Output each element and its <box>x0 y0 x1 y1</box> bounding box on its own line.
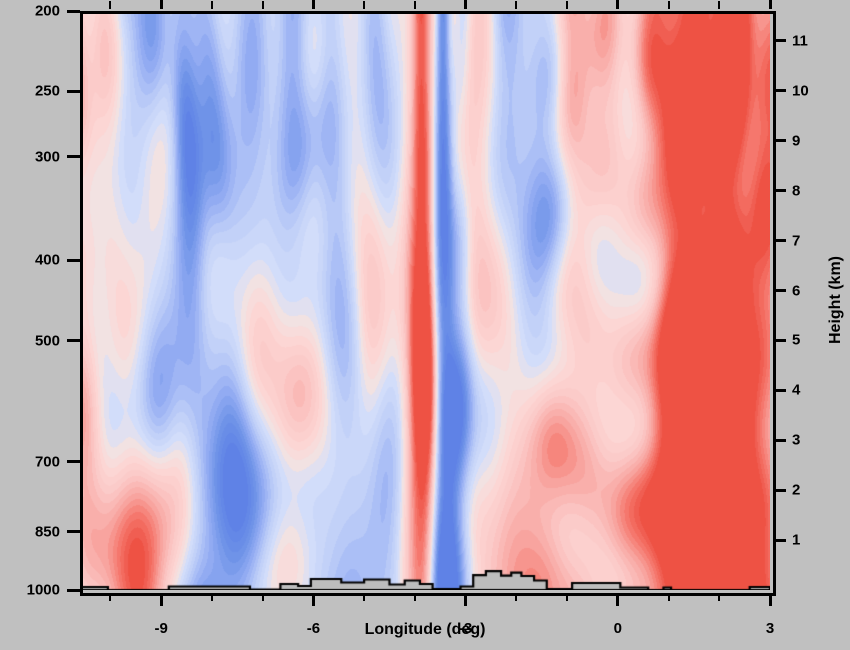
bottom-minor-tick-mark <box>667 593 670 601</box>
top-tick-mark <box>261 1 264 9</box>
top-tick-mark <box>768 0 772 9</box>
right-tick-label: 8 <box>792 182 801 200</box>
right-tick-label: 10 <box>792 82 809 100</box>
bottom-major-tick-mark <box>616 593 620 606</box>
left-tick-mark <box>67 89 80 93</box>
left-tick-label: 500 <box>34 332 60 350</box>
bottom-tick-label: 3 <box>765 620 775 637</box>
top-tick-mark <box>667 1 670 9</box>
right-tick-mark <box>773 388 786 392</box>
bottom-tick-label: -6 <box>306 620 321 637</box>
right-tick-label: 7 <box>792 232 801 250</box>
top-tick-mark <box>210 1 213 9</box>
plot-area <box>80 11 770 590</box>
bottom-minor-tick-mark <box>109 593 112 601</box>
right-tick-label: 1 <box>792 531 801 549</box>
bottom-minor-tick-mark <box>363 593 366 601</box>
bottom-major-tick-mark <box>311 593 315 606</box>
right-tick-label: 5 <box>792 331 801 349</box>
left-tick-mark <box>67 9 80 13</box>
right-tick-label: 4 <box>792 381 801 399</box>
right-tick-mark <box>773 239 786 243</box>
left-tick-mark <box>67 258 80 262</box>
top-tick-mark <box>566 1 569 9</box>
right-tick-label: 2 <box>792 481 801 499</box>
top-tick-mark <box>413 1 416 9</box>
left-tick-label: 700 <box>34 453 60 471</box>
top-tick-mark <box>616 0 620 9</box>
bottom-major-tick-mark <box>159 593 163 606</box>
left-tick-mark <box>67 588 80 592</box>
bottom-major-tick-mark <box>768 593 772 606</box>
left-tick-label: 850 <box>34 523 60 541</box>
bottom-minor-tick-mark <box>210 593 213 601</box>
right-tick-mark <box>773 538 786 542</box>
left-tick-label: 200 <box>34 2 60 20</box>
bottom-tick-label: -9 <box>154 620 168 637</box>
right-tick-mark <box>773 189 786 193</box>
top-tick-mark <box>311 0 315 9</box>
right-tick-label: 11 <box>792 32 808 50</box>
bottom-major-tick-mark <box>464 593 468 606</box>
bottom-axis-title: Longitude (deg) <box>364 621 486 638</box>
top-tick-mark <box>159 0 163 9</box>
left-tick-label: 1000 <box>26 581 60 599</box>
right-tick-mark <box>773 488 786 492</box>
right-tick-label: 6 <box>792 282 801 300</box>
bottom-minor-tick-mark <box>261 593 264 601</box>
bottom-minor-tick-mark <box>566 593 569 601</box>
top-tick-mark <box>718 1 721 9</box>
bottom-minor-tick-mark <box>718 593 721 601</box>
bottom-tick-label: -3 <box>458 620 473 637</box>
bottom-minor-tick-mark <box>413 593 416 601</box>
top-tick-mark <box>363 1 366 9</box>
left-tick-label: 300 <box>34 148 60 166</box>
right-tick-mark <box>773 89 786 93</box>
right-axis-title: Height (km) <box>827 256 844 344</box>
right-tick-label: 9 <box>792 132 801 150</box>
right-tick-mark <box>773 438 786 442</box>
right-tick-mark <box>773 39 786 43</box>
left-tick-label: 250 <box>34 82 60 100</box>
right-tick-mark <box>773 338 786 342</box>
right-tick-label: 3 <box>792 431 801 449</box>
top-tick-mark <box>464 0 468 9</box>
bottom-tick-label: 0 <box>613 620 622 637</box>
left-tick-mark <box>67 460 80 464</box>
left-tick-mark <box>67 339 80 343</box>
terrain-silhouette-canvas <box>80 11 770 590</box>
top-tick-mark <box>515 1 518 9</box>
left-tick-mark <box>67 155 80 159</box>
left-tick-label: 400 <box>34 251 60 269</box>
top-tick-mark <box>109 1 112 9</box>
left-tick-mark <box>67 530 80 534</box>
right-tick-mark <box>773 139 786 143</box>
right-tick-mark <box>773 289 786 293</box>
bottom-minor-tick-mark <box>515 593 518 601</box>
